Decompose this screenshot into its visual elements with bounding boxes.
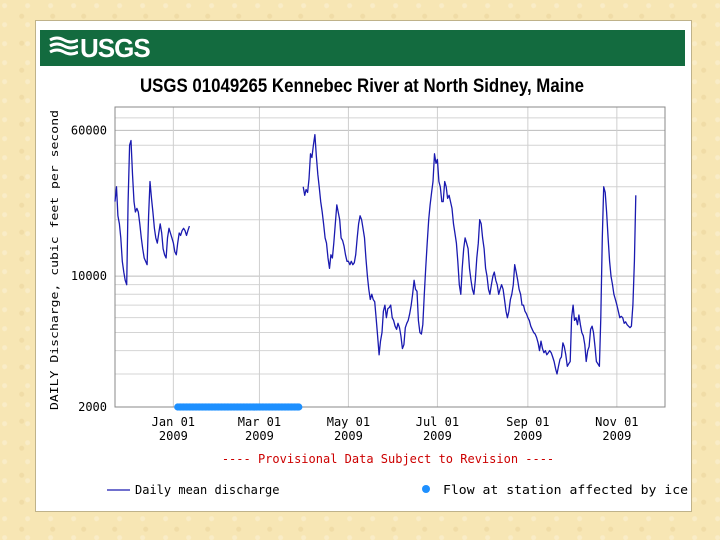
x-tick-year-label: 2009: [513, 429, 542, 443]
discharge-series-line: [302, 133, 637, 375]
usgs-banner: USGS: [40, 30, 685, 66]
legend: Daily mean discharge Flow at station aff…: [107, 483, 688, 497]
series-layer: [114, 133, 637, 375]
x-tick-year-label: 2009: [159, 429, 188, 443]
grid-layer: [115, 107, 665, 408]
slide-frame: [35, 20, 692, 512]
chart-title: USGS 01049265 Kennebec River at North Si…: [140, 76, 584, 97]
y-tick-label: 10000: [71, 269, 107, 283]
x-tick-year-label: 2009: [334, 429, 363, 443]
y-axis-label: DAILY Discharge, cubic feet per second: [48, 110, 61, 410]
ice-flag-layer: [174, 403, 303, 411]
y-tick-label: 2000: [78, 400, 107, 414]
legend-ice-dot-swatch: [422, 485, 430, 493]
x-tick-month-label: Jan 01: [152, 415, 195, 429]
x-tick-month-label: May 01: [327, 415, 370, 429]
ice-flag-point: [295, 403, 303, 411]
x-tick-month-label: Sep 01: [506, 415, 549, 429]
x-tick-year-label: 2009: [423, 429, 452, 443]
provisional-note: ---- Provisional Data Subject to Revisio…: [222, 452, 554, 466]
legend-label-ice: Flow at station affected by ice: [443, 483, 688, 497]
x-tick-month-label: Jul 01: [416, 415, 459, 429]
x-tick-year-label: 2009: [602, 429, 631, 443]
plot-frame: [114, 106, 666, 408]
x-tick-month-label: Mar 01: [238, 415, 281, 429]
y-ticks: 2000 10000 60000: [71, 123, 107, 414]
usgs-logo-text: USGS: [80, 33, 151, 63]
legend-label-discharge: Daily mean discharge: [135, 483, 280, 497]
usgs-wave-icon: [49, 36, 78, 56]
discharge-series-line: [114, 139, 191, 286]
y-tick-label: 60000: [71, 123, 107, 137]
x-tick-year-label: 2009: [245, 429, 274, 443]
x-tick-month-label: Nov 01: [595, 415, 638, 429]
